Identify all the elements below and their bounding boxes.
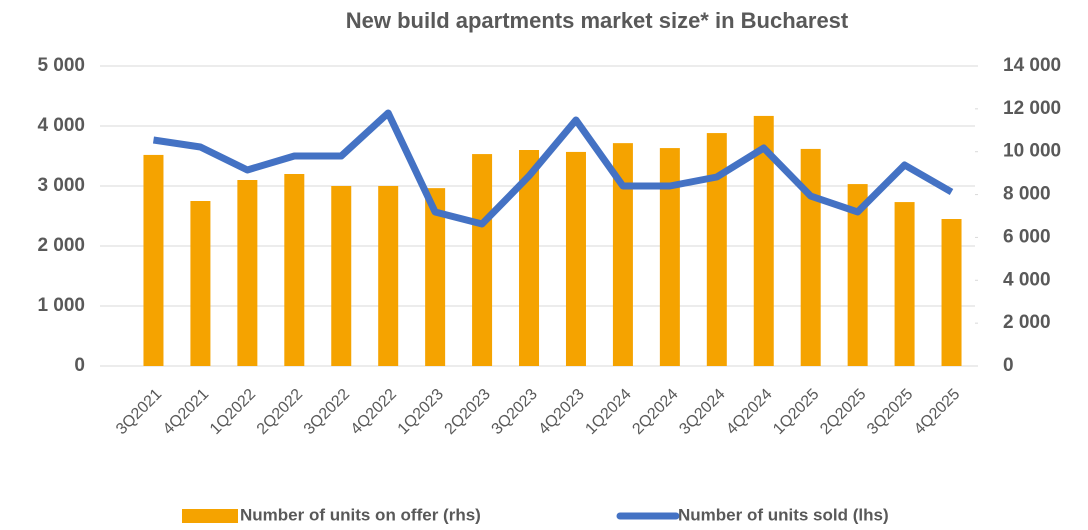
x-tick-label: 3Q2021 [113,386,165,438]
x-tick-label: 1Q2024 [582,386,634,438]
x-tick-label: 3Q2024 [676,386,728,438]
bar [284,174,305,366]
legend-label: Number of units on offer (rhs) [240,505,481,524]
x-tick-label: 1Q2023 [395,386,447,438]
y2-tick-label: 0 [1003,355,1014,376]
x-tick-label: 4Q2025 [911,386,963,438]
x-tick-label: 4Q2023 [536,386,588,438]
x-tick-label: 2Q2025 [817,386,869,438]
bar [190,201,211,366]
legend-swatch [182,509,238,523]
bar [847,184,868,366]
bar [519,150,540,366]
y2-tick-label: 14 000 [1003,55,1061,76]
y-tick-label: 5 000 [37,55,85,76]
y2-tick-label: 4 000 [1003,269,1051,290]
y2-tick-label: 8 000 [1003,184,1051,205]
bar [941,219,962,366]
x-tick-label: 3Q2022 [301,386,353,438]
bar [706,133,727,366]
bar [472,154,493,366]
x-tick-label: 2Q2022 [254,386,306,438]
y2-tick-label: 12 000 [1003,98,1061,119]
line [152,109,954,228]
bar [425,188,446,366]
y2-tick-label: 6 000 [1003,226,1051,247]
legend-label: Number of units sold (lhs) [678,505,889,524]
y-tick-label: 3 000 [37,175,85,196]
bar [800,148,821,366]
bar [753,115,774,366]
x-tick-label: 3Q2023 [489,386,541,438]
bar [612,143,633,366]
chart-title: New build apartments market size* in Buc… [346,8,849,33]
bar [659,148,680,366]
x-tick-label: 3Q2025 [864,386,916,438]
x-tick-label: 4Q2024 [723,386,775,438]
x-tick-label: 4Q2021 [160,386,212,438]
bar [237,180,258,366]
y-tick-label: 0 [74,355,85,376]
x-tick-label: 2Q2024 [629,386,681,438]
bar [894,202,915,366]
x-tick-label: 1Q2025 [770,386,822,438]
y2-tick-label: 2 000 [1003,312,1051,333]
y2-tick-label: 10 000 [1003,141,1061,162]
y-tick-label: 1 000 [37,295,85,316]
y-tick-label: 4 000 [37,115,85,136]
bar [565,151,586,366]
bar [331,186,352,366]
x-tick-label: 4Q2022 [348,386,400,438]
bar [143,154,164,366]
y-tick-label: 2 000 [37,235,85,256]
x-tick-label: 1Q2022 [207,386,259,438]
x-tick-label: 2Q2023 [442,386,494,438]
bar [378,186,399,366]
